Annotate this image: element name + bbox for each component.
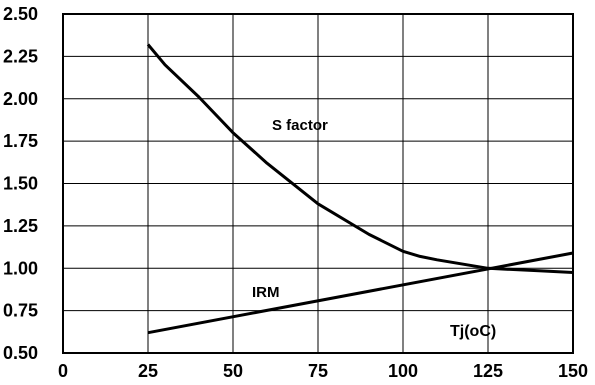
- series-layer: [146, 43, 574, 335]
- x-tick-label-4: 100: [388, 361, 418, 381]
- y-tick-label-8: 2.50: [3, 4, 38, 24]
- series-label-s-factor: S factor: [272, 117, 328, 134]
- y-tick-label-7: 2.25: [3, 46, 38, 66]
- plot-frame: [62, 13, 574, 354]
- x-tick-label-5: 125: [473, 361, 503, 381]
- grid: [62, 13, 574, 354]
- x-axis-ticks: 0 25 50 75 100 125 150: [58, 361, 588, 381]
- y-tick-label-4: 1.50: [3, 174, 38, 194]
- x-tick-label-0: 0: [58, 361, 68, 381]
- series-line-s-factor: [146, 43, 574, 274]
- x-tick-label-3: 75: [308, 361, 328, 381]
- x-tick-label-2: 50: [223, 361, 243, 381]
- y-tick-label-5: 1.75: [3, 131, 38, 151]
- x-axis-title: Tj(oC): [450, 323, 496, 340]
- y-tick-label-2: 1.00: [3, 258, 38, 278]
- y-tick-label-0: 0.50: [3, 343, 38, 363]
- y-tick-label-3: 1.25: [3, 216, 38, 236]
- series-label-irm: IRM: [252, 284, 280, 301]
- y-tick-label-1: 0.75: [3, 301, 38, 321]
- y-tick-label-6: 2.00: [3, 89, 38, 109]
- x-tick-label-6: 150: [558, 361, 588, 381]
- x-tick-label-1: 25: [138, 361, 158, 381]
- y-axis-ticks: 0.50 0.75 1.00 1.25 1.50 1.75 2.00 2.25 2.50: [3, 4, 38, 363]
- series-line-irm: [147, 251, 574, 335]
